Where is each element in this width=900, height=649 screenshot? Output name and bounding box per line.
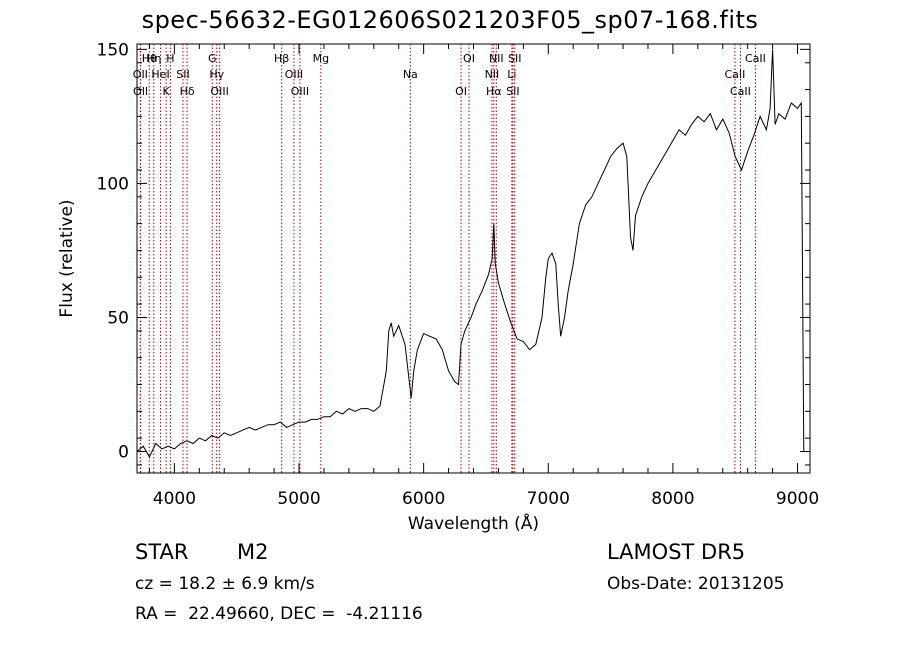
line-marker-label: HeI <box>151 68 169 81</box>
object-subclass: M2 <box>237 540 269 564</box>
y-axis-title: Flux (relative) <box>57 199 77 317</box>
x-tick-label: 7000 <box>527 489 570 509</box>
line-marker-label: H <box>166 52 174 65</box>
line-marker-label: OII <box>133 85 148 98</box>
line-marker-label: SII <box>176 68 189 81</box>
line-marker-label: G <box>208 52 217 65</box>
line-marker-label: NII <box>489 52 504 65</box>
line-marker-label: OIII <box>210 85 228 98</box>
line-marker-label: Hθ <box>142 52 157 65</box>
line-marker-label: Hγ <box>209 68 224 81</box>
line-marker-label: Mg <box>313 52 329 65</box>
line-marker-label: Na <box>403 68 418 81</box>
line-marker-label: OIII <box>285 68 303 81</box>
line-marker-label: K <box>163 85 171 98</box>
y-tick-label: 150 <box>97 40 129 60</box>
line-marker-label: CaII <box>725 68 746 81</box>
x-tick-label: 9000 <box>776 489 819 509</box>
x-tick-label: 8000 <box>651 489 694 509</box>
x-axis-title: Wavelength (Å) <box>408 512 539 534</box>
line-marker-label: SII <box>506 85 519 98</box>
x-tick-label: 5000 <box>277 489 320 509</box>
x-tick-label: 6000 <box>402 489 445 509</box>
spectrum-line <box>136 49 805 458</box>
x-tick-label: 4000 <box>153 489 196 509</box>
y-tick-label: 50 <box>107 308 129 328</box>
plot-frame <box>136 43 811 474</box>
line-marker-label: CaII <box>730 85 751 98</box>
line-marker-label: NII <box>485 68 500 81</box>
line-marker-label: SII <box>508 52 521 65</box>
redshift-text: cz = 18.2 ± 6.9 km/s <box>135 574 315 594</box>
object-class: STAR <box>135 540 189 564</box>
line-marker-label: OI <box>455 85 467 98</box>
line-marker-label: OI <box>463 52 475 65</box>
line-marker-label: Hα <box>486 85 502 98</box>
line-marker-label: Hδ <box>180 85 195 98</box>
chart-title: spec-56632-EG012606S021203F05_sp07-168.f… <box>141 6 759 34</box>
line-marker-label: Hβ <box>274 52 289 65</box>
survey-name: LAMOST DR5 <box>607 540 746 564</box>
y-tick-label: 100 <box>97 174 129 194</box>
line-marker-label: CaII <box>745 52 766 65</box>
line-marker-label: OIII <box>291 85 309 98</box>
line-marker-label: Hη <box>146 52 161 65</box>
y-tick-label: 0 <box>118 443 129 463</box>
line-marker-label: Li <box>507 68 516 81</box>
coordinates-text: RA = 22.49660, DEC = -4.21116 <box>135 604 423 624</box>
obs-date-text: Obs-Date: 20131205 <box>607 574 785 594</box>
